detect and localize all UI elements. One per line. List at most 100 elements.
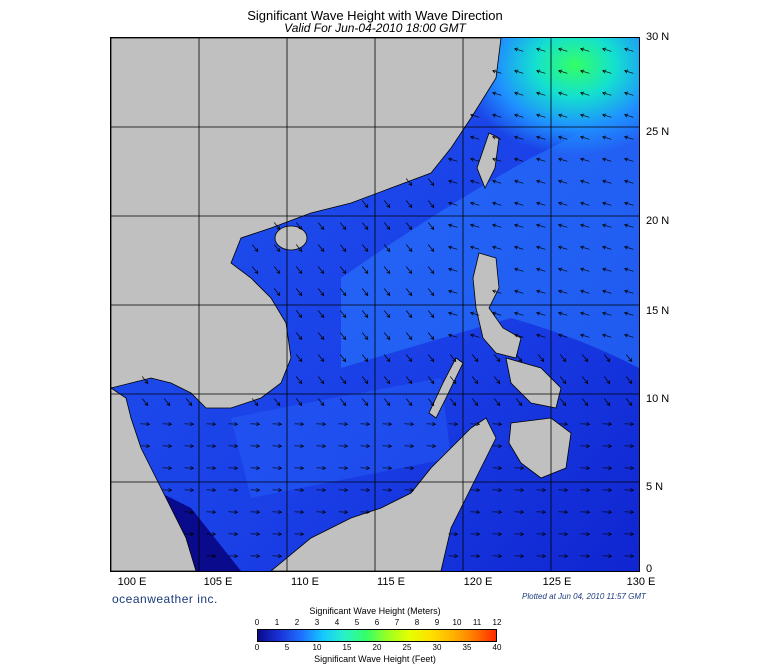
lon-label-115e: 115 E [377,576,405,588]
wave-arrow [361,222,369,231]
wave-arrow [580,532,591,537]
wave-arrow [228,510,239,515]
wave-direction-arrows [140,47,635,559]
wave-arrow [383,398,391,407]
plotted-timestamp: Plotted at Jun 04, 2010 11:57 GMT [522,592,646,601]
wave-arrow [624,135,634,140]
wave-arrow [514,488,525,493]
wave-arrow [536,69,546,74]
wave-arrow [602,422,613,427]
wave-arrow [383,222,391,231]
wave-arrow [514,510,525,515]
legend-tick-meters: 12 [492,618,502,627]
wave-arrow [536,157,546,162]
wave-arrow [602,157,612,162]
wave-arrow [559,398,567,407]
wave-arrow [448,422,459,427]
legend-tick-meters: 4 [334,618,340,627]
lat-label-0: 0 [646,563,653,575]
wave-arrow [448,554,459,559]
wave-arrow [360,444,371,449]
wave-arrow [317,288,325,297]
wave-arrow [206,466,217,471]
wave-arrow [536,91,546,96]
wave-arrow [514,267,524,272]
wave-arrow [514,91,524,96]
wave-arrow [624,289,634,294]
legend-tick-meters: 0 [254,618,260,627]
wave-arrow [317,266,325,275]
wave-arrow [427,200,435,209]
wave-arrow [580,444,591,449]
wave-arrow [514,179,524,184]
wave-arrow [294,422,305,427]
wave-arrow [558,223,568,228]
wave-arrow [580,510,591,515]
wave-arrow [492,157,502,162]
wave-arrow [603,354,611,363]
wave-arrow [536,333,546,338]
legend-colorbar [257,629,497,642]
wave-arrow [339,266,347,275]
wave-arrow [405,376,413,385]
wave-arrow [514,466,525,471]
legend-tick-meters: 9 [434,618,440,627]
wave-arrow [405,178,413,187]
wave-arrow [602,466,613,471]
wave-arrow [338,488,349,493]
legend-scale-feet: 0 5 10 15 20 25 30 35 40 [255,643,502,654]
wave-arrow [272,444,283,449]
wave-arrow [602,69,612,74]
wave-arrow [470,422,481,427]
wave-arrow [405,244,413,253]
wave-arrow [625,376,633,385]
wave-arrow [206,532,217,537]
wave-arrow [383,310,391,319]
wave-arrow [404,466,415,471]
wave-arrow [470,157,480,162]
wave-arrow [250,510,261,515]
wave-arrow [493,376,501,385]
wave-arrow [470,113,480,118]
land-malay-peninsula [111,387,197,571]
wave-arrow [602,444,613,449]
wave-arrow [449,354,457,363]
wave-arrow [580,47,590,52]
wave-arrow [316,466,327,471]
wave-arrow [448,201,458,206]
legend-title-meters: Significant Wave Height (Meters) [309,606,441,616]
wave-arrow [361,398,369,407]
wave-arrow [492,135,502,140]
wave-arrow [602,245,612,250]
wave-arrow [295,288,303,297]
wave-arrow [316,444,327,449]
wave-arrow [602,488,613,493]
wave-arrow [361,288,369,297]
wave-arrow [624,422,635,427]
wave-arrow [206,422,217,427]
wave-arrow [580,311,590,316]
wave-arrow [427,222,435,231]
wave-arrow [492,289,502,294]
wave-arrow [317,398,325,407]
wave-arrow [536,267,546,272]
wave-arrow [427,354,435,363]
wave-arrow [558,333,568,338]
legend-tick-feet: 5 [284,643,290,652]
wave-arrow [558,157,568,162]
wave-arrow [404,444,415,449]
wave-arrow [558,422,569,427]
wave-arrow [514,47,524,52]
legend-tick-feet: 25 [402,643,412,652]
wave-arrow [580,69,590,74]
wave-arrow [361,376,369,385]
wave-arrow [162,422,173,427]
wave-arrow [492,510,503,515]
legend-tick-meters: 11 [472,618,482,627]
wave-arrow [559,376,567,385]
wave-arrow [317,310,325,319]
wave-arrow [405,332,413,341]
wave-arrow [184,510,195,515]
wave-arrow [448,223,458,228]
wave-arrow [624,488,635,493]
